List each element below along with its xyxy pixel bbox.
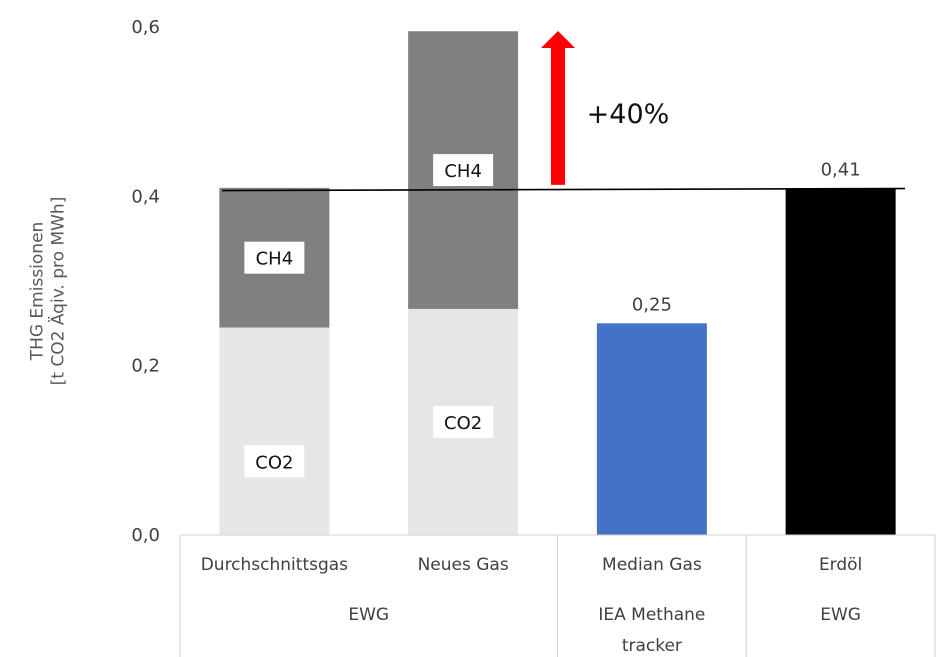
arrow-shaft (551, 47, 565, 185)
data-label: 0,25 (632, 294, 672, 315)
segment-label-box (244, 241, 305, 274)
y-tick-label: 0,2 (131, 356, 160, 377)
arrow-head (541, 31, 575, 48)
group-label: EWG (820, 605, 861, 625)
category-label: Neues Gas (418, 555, 509, 575)
y-tick-label: 0,4 (131, 186, 160, 207)
category-label: Durchschnittsgas (201, 555, 348, 575)
segment-label: CH4 (444, 161, 482, 182)
category-label: Erdöl (819, 555, 862, 575)
segment-label-box (433, 405, 494, 438)
y-axis-title-line: [t CO2 Äqiv. pro MWh] (48, 197, 69, 386)
y-tick-label: 0,0 (131, 525, 160, 546)
segment-label: CO2 (444, 413, 482, 434)
y-axis-title: THG Emissionen[t CO2 Äqiv. pro MWh] (27, 197, 68, 386)
bar-segment-total (785, 188, 896, 536)
y-tick-label: 0,6 (131, 17, 160, 38)
data-label: 0,41 (821, 160, 861, 181)
segment-label-box (244, 445, 305, 478)
annotation-label: +40% (587, 99, 670, 130)
segment-label-box (433, 154, 494, 187)
group-label: EWG (348, 605, 389, 625)
segment-label: CO2 (255, 452, 293, 473)
bar-segment-total (596, 323, 707, 535)
category-label: Median Gas (602, 555, 702, 575)
group-label: tracker (622, 636, 682, 656)
y-axis-title-line: THG Emissionen (27, 222, 47, 362)
reference-line (221, 187, 906, 192)
segment-label: CH4 (256, 249, 294, 270)
bar-segment-co2 (219, 327, 330, 535)
group-label: IEA Methane (598, 605, 705, 625)
